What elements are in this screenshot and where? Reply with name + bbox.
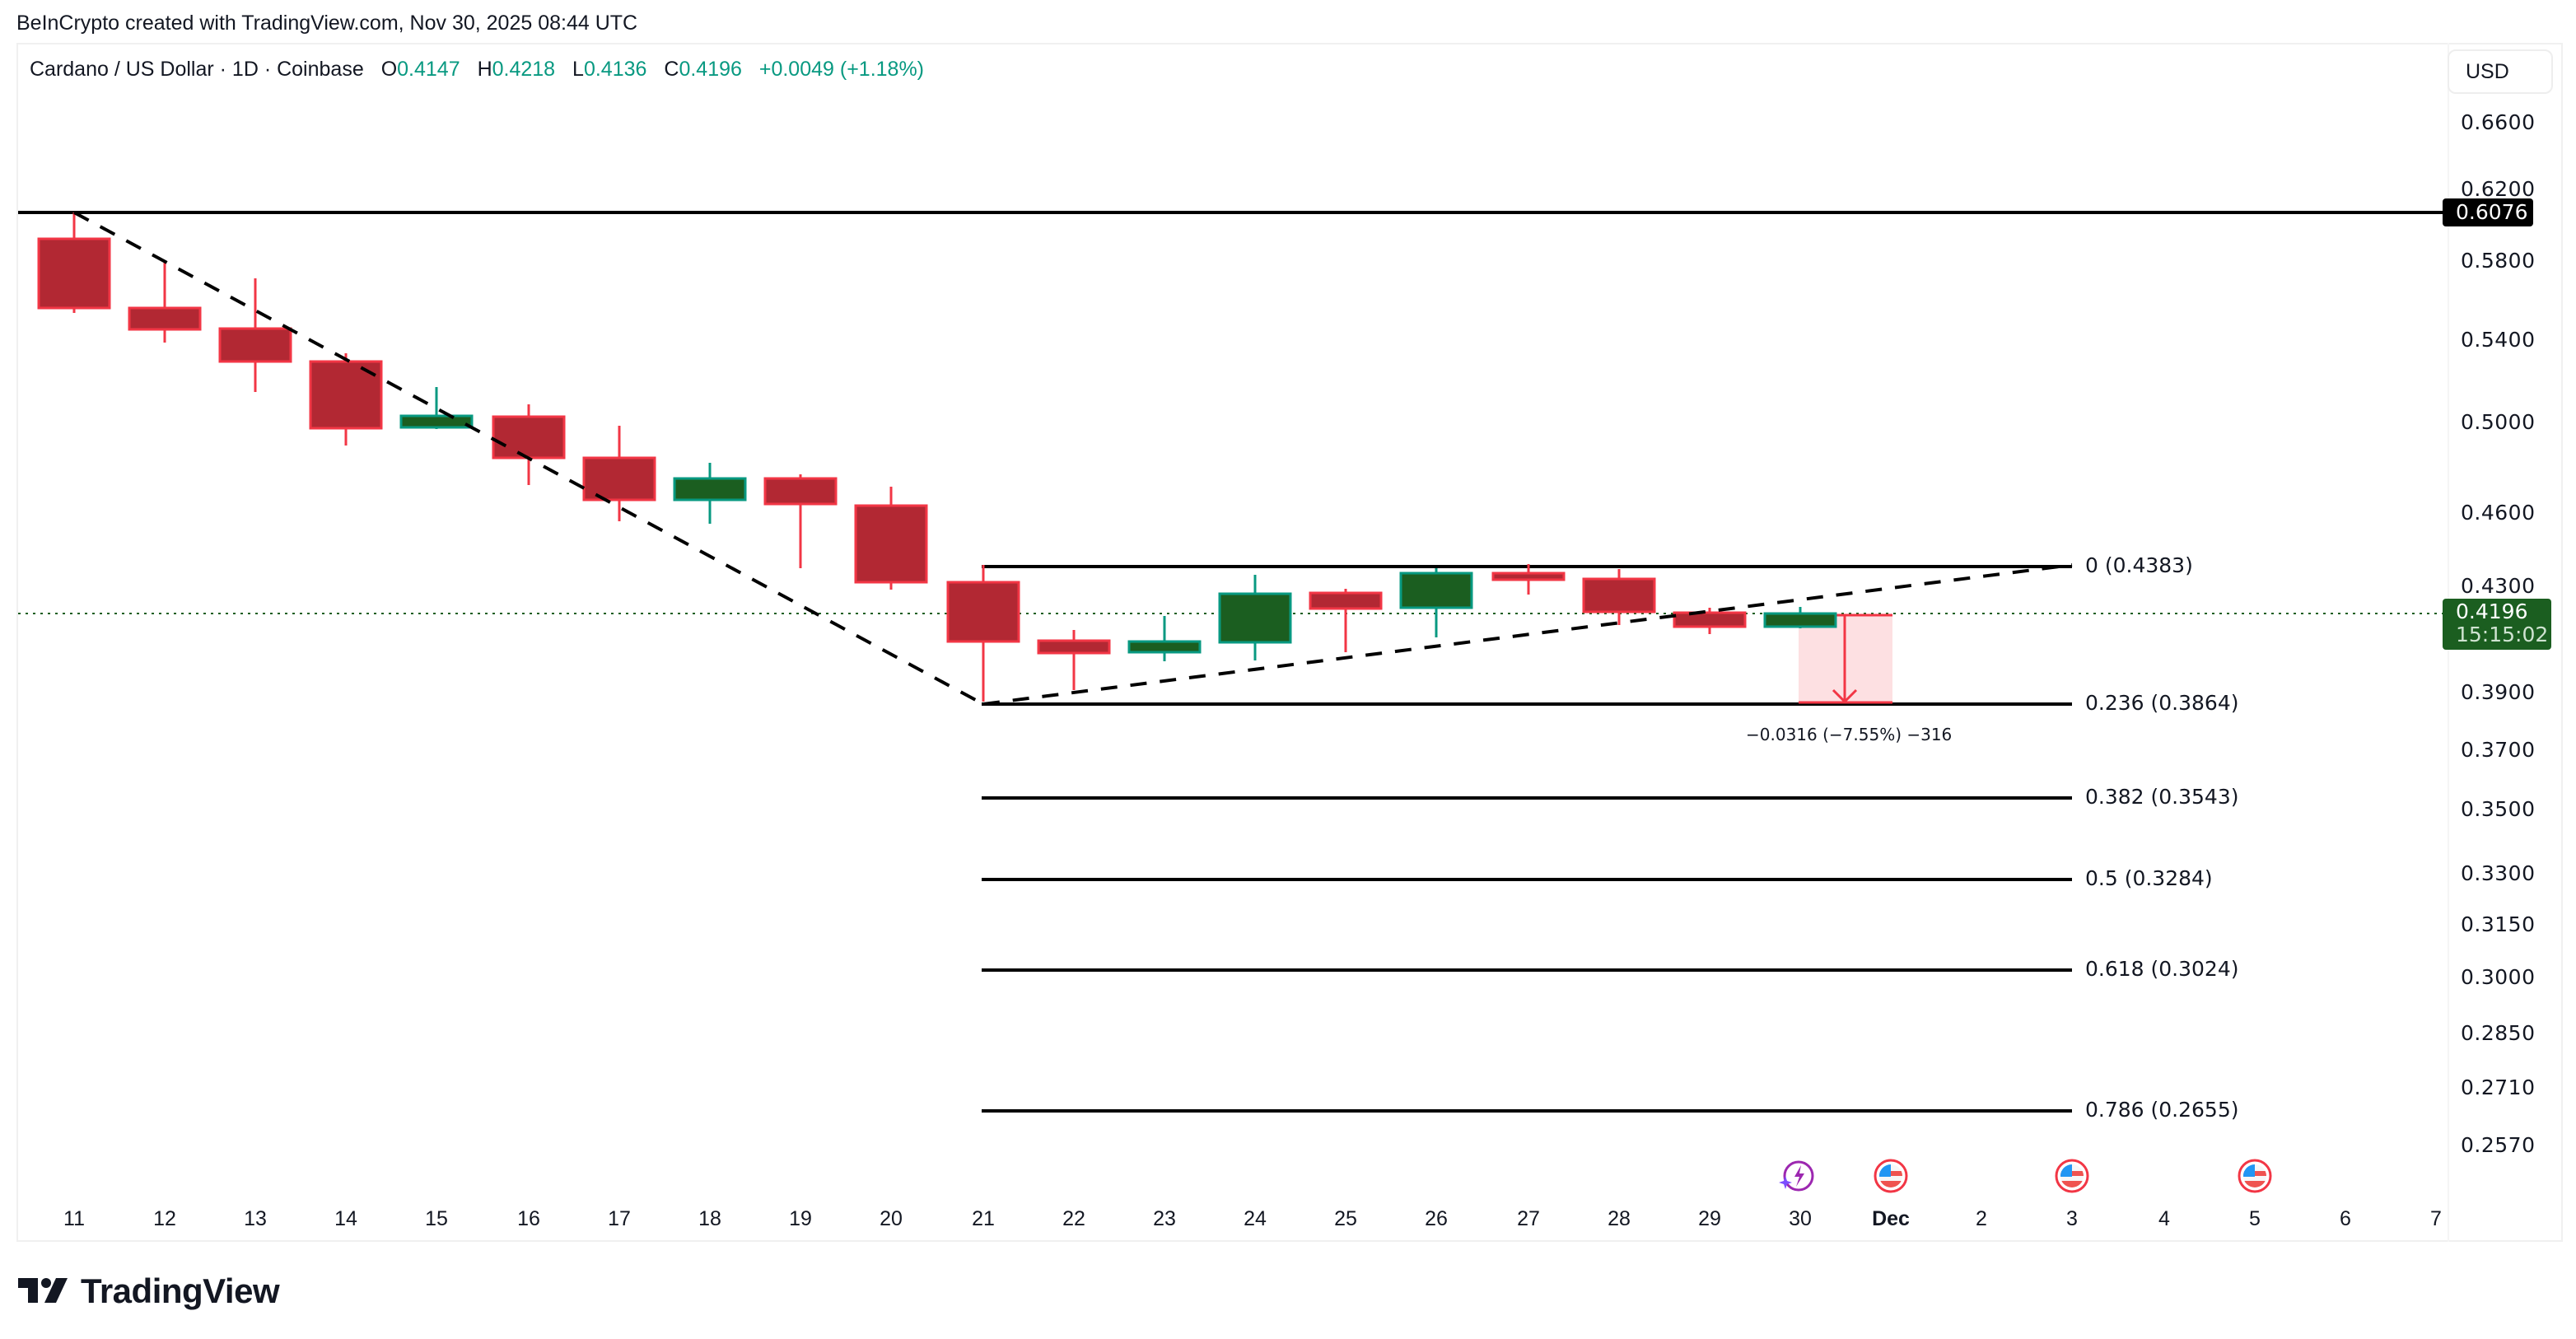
time-tick: 2 <box>1976 1207 1987 1230</box>
candles <box>37 212 1837 702</box>
time-tick: 15 <box>425 1207 448 1230</box>
tradingview-logo-icon <box>18 1278 68 1303</box>
low-label: L <box>572 58 584 81</box>
close-value: 0.4196 <box>679 58 742 81</box>
price-tick: 0.4300 <box>2461 574 2536 598</box>
time-tick: 24 <box>1244 1207 1267 1230</box>
tradingview-logo[interactable]: TradingView <box>18 1271 280 1311</box>
time-tick: 16 <box>517 1207 540 1230</box>
open-value: 0.4147 <box>397 58 460 81</box>
time-tick: 4 <box>2158 1207 2170 1230</box>
time-tick: 11 <box>63 1207 85 1230</box>
symbol-title[interactable]: Cardano / US Dollar · 1D · Coinbase <box>30 58 364 81</box>
time-tick: 22 <box>1062 1207 1085 1230</box>
change-value: +0.0049 (+1.18%) <box>758 58 925 81</box>
price-tick: 0.6600 <box>2461 110 2536 134</box>
time-tick-month: Dec <box>1872 1207 1910 1230</box>
resistance-price-tag: 0.6076 <box>2443 198 2533 226</box>
price-tick: 0.2850 <box>2461 1021 2536 1045</box>
open-label: O <box>380 58 398 81</box>
price-tick: 0.2570 <box>2461 1133 2536 1157</box>
time-tick: 26 <box>1425 1207 1448 1230</box>
fib-label-0236: 0.236 (0.3864) <box>2085 691 2239 715</box>
time-tick: 25 <box>1334 1207 1357 1230</box>
high-value: 0.4218 <box>492 58 556 81</box>
price-tick: 0.2710 <box>2461 1075 2536 1099</box>
lightning-event-icon[interactable] <box>1779 1158 1815 1194</box>
descending-trendline[interactable] <box>73 211 984 706</box>
measure-label: −0.0316 (−7.55%) −316 <box>1746 725 1953 744</box>
price-tick: 0.3700 <box>2461 738 2536 762</box>
price-tick: 0.3500 <box>2461 797 2536 821</box>
time-tick: 27 <box>1517 1207 1540 1230</box>
time-tick: 18 <box>698 1207 721 1230</box>
time-tick: 17 <box>608 1207 631 1230</box>
fib-label-0618: 0.618 (0.3024) <box>2085 957 2239 981</box>
price-tick: 0.5400 <box>2461 328 2536 352</box>
price-tick: 0.5800 <box>2461 249 2536 273</box>
close-label: C <box>664 58 679 81</box>
currency-button[interactable]: USD <box>2448 49 2553 94</box>
us-flag-event-icon[interactable] <box>2054 1158 2090 1194</box>
time-tick: 29 <box>1698 1207 1721 1230</box>
ascending-trendline[interactable] <box>982 563 2073 706</box>
time-tick: 13 <box>244 1207 267 1230</box>
fib-label-0382: 0.382 (0.3543) <box>2085 785 2239 809</box>
time-tick: 12 <box>153 1207 176 1230</box>
us-flag-event-icon[interactable] <box>1873 1158 1909 1194</box>
time-tick: 20 <box>880 1207 903 1230</box>
time-tick: 6 <box>2340 1207 2351 1230</box>
fib-retracement[interactable] <box>982 565 2072 1113</box>
price-tick: 0.3900 <box>2461 680 2536 704</box>
bar-countdown: 15:15:02 <box>2456 623 2549 646</box>
tradingview-logo-text: TradingView <box>81 1271 280 1310</box>
price-tick: 0.5000 <box>2461 410 2536 434</box>
price-tick: 0.3000 <box>2461 965 2536 989</box>
price-range-measure[interactable] <box>1799 614 1892 704</box>
last-price-value: 0.4196 <box>2456 600 2528 623</box>
fib-label-0786: 0.786 (0.2655) <box>2085 1098 2239 1122</box>
price-tick: 0.3150 <box>2461 912 2536 936</box>
time-tick: 7 <box>2430 1207 2442 1230</box>
fib-label-05: 0.5 (0.3284) <box>2085 866 2213 890</box>
last-price-tag: 0.4196 15:15:02 <box>2443 599 2551 650</box>
price-tick: 0.3300 <box>2461 861 2536 885</box>
time-tick: 30 <box>1789 1207 1812 1230</box>
time-tick: 3 <box>2066 1207 2078 1230</box>
us-flag-event-icon[interactable] <box>2237 1158 2273 1194</box>
fib-label-0: 0 (0.4383) <box>2085 553 2193 577</box>
time-tick: 28 <box>1608 1207 1631 1230</box>
time-tick: 23 <box>1153 1207 1176 1230</box>
time-tick: 5 <box>2249 1207 2261 1230</box>
time-tick: 14 <box>334 1207 357 1230</box>
high-label: H <box>477 58 492 81</box>
price-tick: 0.6200 <box>2461 177 2536 201</box>
time-tick: 19 <box>789 1207 812 1230</box>
time-tick: 21 <box>972 1207 995 1230</box>
low-value: 0.4136 <box>583 58 647 81</box>
price-tick: 0.4600 <box>2461 501 2536 525</box>
symbol-legend: Cardano / US Dollar · 1D · Coinbase O0.4… <box>30 58 924 82</box>
chart-credit: BeInCrypto created with TradingView.com,… <box>16 12 638 35</box>
